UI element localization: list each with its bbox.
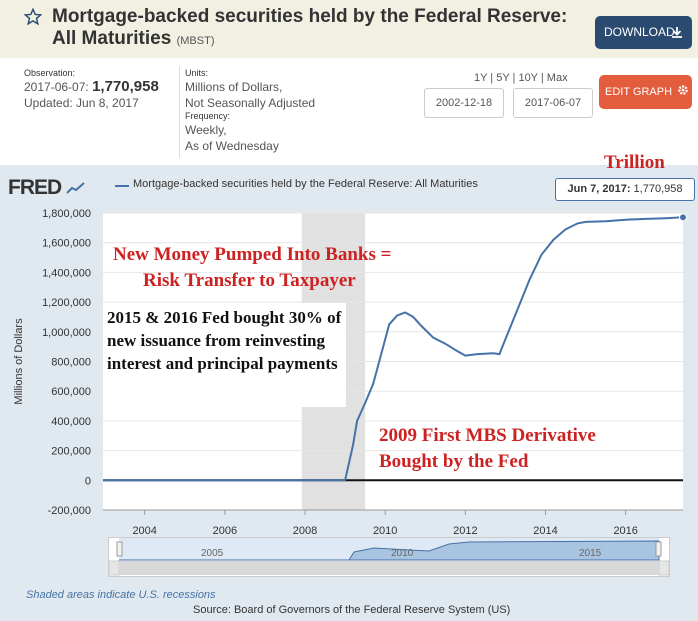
y-tick-label: 1,000,000 (42, 327, 91, 339)
x-tick-label: 2006 (213, 525, 237, 537)
navigator-handle-right[interactable] (655, 541, 662, 557)
series-line (103, 216, 684, 482)
meta-divider (179, 66, 180, 158)
units-line2: Not Seasonally Adjusted (185, 96, 316, 110)
annotation-first-mbs-1: 2009 First MBS Derivative (379, 425, 596, 446)
fred-logo-text: FRED (8, 176, 62, 199)
legend-series-name: Mortgage-backed securities held by the F… (133, 178, 478, 190)
y-axis-label: Millions of Dollars (13, 318, 25, 405)
chart-logo-icon (66, 182, 85, 194)
x-tick-label: 2014 (533, 525, 557, 537)
annotation-first-mbs-2: Bought by the Fed (379, 451, 529, 472)
y-tick-label: 1,200,000 (42, 297, 91, 309)
frequency-line2: As of Wednesday (185, 139, 279, 153)
start-date-input[interactable]: 2002-12-18 (424, 88, 504, 118)
observation-date: 2017-06-07: (24, 80, 89, 94)
navigator-label-2010: 2010 (391, 548, 414, 559)
x-tick-label: 2004 (132, 525, 156, 537)
end-date-input[interactable]: 2017-06-07 (513, 88, 593, 118)
x-tick-label: 2012 (453, 525, 477, 537)
fred-logo: FRED (8, 176, 86, 200)
series-code: (MBST) (176, 35, 215, 47)
source-note: Source: Board of Governors of the Federa… (193, 604, 511, 616)
tooltip-value: 1,770,958 (633, 183, 683, 195)
gear-icon (678, 85, 688, 95)
observation-label: Observation: (24, 68, 76, 78)
navigator-label-2015: 2015 (579, 548, 602, 559)
y-tick-label: 600,000 (51, 386, 91, 398)
x-tick-label: 2010 (373, 525, 397, 537)
x-tick-label: 2016 (613, 525, 637, 537)
annotation-headline-2: Risk Transfer to Taxpayer (143, 270, 356, 291)
annotation-trillion: Trillion (604, 152, 665, 173)
x-tick-label: 2008 (293, 525, 317, 537)
recession-note: Shaded areas indicate U.S. recessions (26, 589, 216, 601)
range-navigator[interactable]: 2005 2010 2015 (108, 537, 670, 577)
y-tick-label: 1,600,000 (42, 238, 91, 250)
navigator-right-arrow[interactable] (658, 560, 669, 576)
y-tick-label: 200,000 (51, 446, 91, 458)
observation-value: 1,770,958 (92, 78, 159, 95)
legend-swatch (115, 185, 129, 187)
range-links[interactable]: 1Y | 5Y | 10Y | Max (474, 72, 568, 84)
header-bar: Mortgage-backed securities held by the F… (0, 0, 698, 58)
updated-text: Updated: Jun 8, 2017 (24, 96, 139, 110)
units-block: Units: Millions of Dollars, Not Seasonal… (185, 68, 315, 154)
star-icon[interactable] (24, 8, 42, 26)
y-tick-label: 1,800,000 (42, 208, 91, 220)
units-line1: Millions of Dollars, (185, 80, 283, 94)
navigator-scrollbar[interactable] (119, 561, 659, 575)
y-tick-label: -200,000 (48, 505, 91, 517)
observation-block: Observation: 2017-06-07: 1,770,958 Updat… (24, 68, 159, 111)
navigator-label-2005: 2005 (201, 548, 224, 559)
frequency-line1: Weekly, (185, 123, 227, 137)
page-title: Mortgage-backed securities held by the F… (52, 6, 592, 52)
download-button[interactable]: DOWNLOAD (595, 16, 692, 49)
edit-graph-button[interactable]: EDIT GRAPH (599, 75, 692, 109)
chevron-down-icon (672, 27, 682, 38)
y-tick-label: 1,400,000 (42, 267, 91, 279)
annotation-headline-1: New Money Pumped Into Banks = (113, 244, 392, 265)
navigator-left-arrow[interactable] (109, 560, 120, 576)
units-label: Units: (185, 68, 209, 78)
navigator-handle-left[interactable] (116, 541, 123, 557)
y-tick-label: 0 (85, 475, 91, 487)
annotation-box: 2015 & 2016 Fed bought 30% of new issuan… (103, 303, 346, 407)
last-data-point (679, 213, 687, 222)
data-tooltip: Jun 7, 2017: 1,770,958 (555, 178, 695, 201)
frequency-label: Frequency: (185, 111, 231, 121)
y-tick-label: 400,000 (51, 416, 91, 428)
series-title: Mortgage-backed securities held by the F… (52, 6, 568, 49)
chart-plot: -200,000 0 200,000 400,000 600,000 800,000 1,0… (13, 208, 687, 537)
y-tick-label: 800,000 (51, 357, 91, 369)
edit-graph-label: EDIT GRAPH (605, 86, 673, 98)
tooltip-date: Jun 7, 2017: (567, 183, 631, 195)
download-label: DOWNLOAD (604, 25, 675, 39)
